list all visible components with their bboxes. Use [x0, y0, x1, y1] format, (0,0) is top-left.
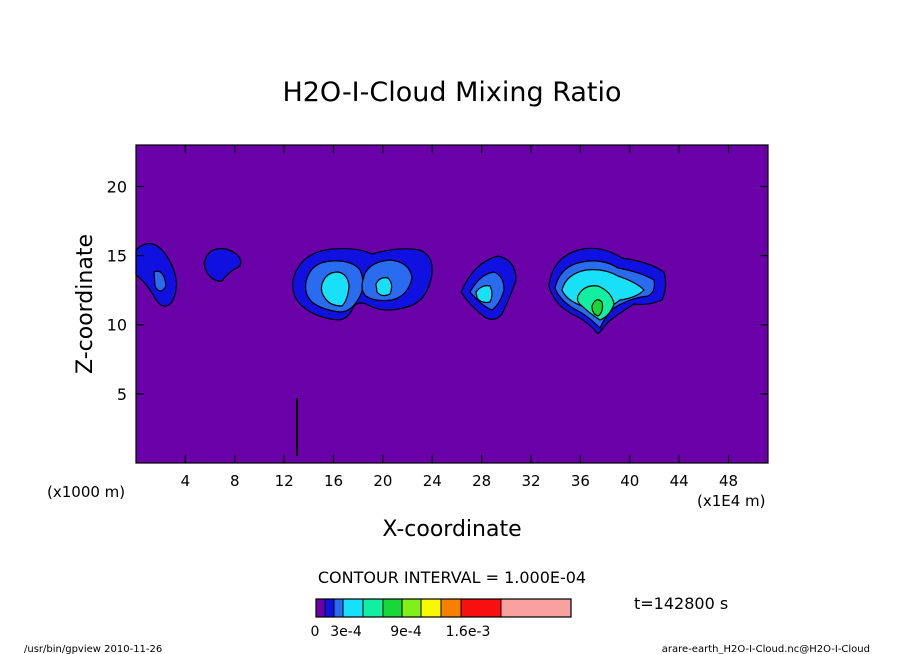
cloud-1 — [135, 242, 178, 307]
x-tick-label-6: 28 — [472, 472, 491, 490]
x-tick-label-3: 16 — [324, 472, 343, 490]
colorbar-labels: 0 3e-4 9e-4 1.6e-3 — [311, 624, 491, 640]
cloud-contours — [135, 242, 667, 456]
x-tick-label-7: 32 — [521, 472, 540, 490]
cloud-3-level-3 — [320, 271, 350, 307]
plot-frame — [135, 144, 769, 464]
colorbar-label-2: 9e-4 — [390, 624, 422, 640]
colorbar-swatch-5 — [382, 598, 403, 618]
x-unit-label: (x1E4 m) — [697, 492, 766, 510]
x-axis-title: X-coordinate — [382, 517, 521, 542]
colorbar-swatch-0 — [315, 598, 326, 618]
colorbar-frame — [315, 598, 572, 618]
colorbar-swatch-4 — [362, 598, 384, 618]
colorbar — [315, 598, 572, 618]
x-tick-label-5: 24 — [423, 472, 442, 490]
y-tick-label-3: 20 — [107, 177, 127, 196]
cloud-2 — [203, 247, 242, 282]
plot-background — [136, 145, 768, 463]
x-tick-label-11: 48 — [719, 472, 738, 490]
y-tick-label-2: 15 — [107, 247, 127, 266]
x-axis-ticks: 4 8 12 16 20 24 28 32 36 40 44 48 — [181, 145, 738, 490]
y-tick-label-0: 5 — [117, 385, 127, 404]
cloud-5 — [460, 255, 517, 320]
colorbar-label-3: 1.6e-3 — [446, 624, 491, 640]
colorbar-swatch-10 — [500, 598, 572, 618]
time-label: t=142800 s — [634, 594, 728, 613]
footer-left: /usr/bin/gpview 2010-11-26 — [24, 644, 162, 654]
x-tick-label-10: 44 — [670, 472, 689, 490]
x-tick-label-8: 36 — [571, 472, 590, 490]
colorbar-label-1: 3e-4 — [330, 624, 362, 640]
x-tick-label-4: 20 — [373, 472, 392, 490]
cloud-5-level-3 — [475, 285, 493, 304]
colorbar-swatch-3 — [342, 598, 364, 618]
y-axis-ticks: 5 10 15 20 — [107, 177, 768, 404]
cloud-1-level-2 — [153, 270, 167, 292]
footer-right: arare-earth_H2O-I-Cloud.nc@H2O-I-Cloud — [662, 644, 870, 654]
colorbar-swatch-1 — [324, 598, 335, 618]
colorbar-swatch-9 — [460, 598, 502, 618]
cloud-3 — [292, 247, 433, 321]
cloud-2-level-1 — [203, 247, 242, 282]
colorbar-label-0: 0 — [311, 624, 320, 640]
y-unit-label: (x1000 m) — [47, 483, 125, 501]
cloud-6-level-5 — [591, 299, 604, 317]
y-tick-label-1: 10 — [107, 316, 127, 335]
y-axis-title: Z-coordinate — [73, 234, 98, 374]
colorbar-swatch-2 — [333, 598, 344, 618]
colorbar-swatch-7 — [420, 598, 442, 618]
x-tick-label-1: 8 — [230, 472, 240, 490]
x-tick-label-0: 4 — [181, 472, 191, 490]
colorbar-swatch-6 — [401, 598, 422, 618]
cloud-6 — [548, 247, 667, 335]
contour-interval: CONTOUR INTERVAL = 1.000E-04 — [318, 568, 586, 587]
cloud-4-level-3 — [375, 277, 393, 297]
x-tick-label-9: 40 — [620, 472, 639, 490]
x-tick-label-2: 12 — [275, 472, 294, 490]
chart-title: H2O-I-Cloud Mixing Ratio — [282, 77, 621, 108]
colorbar-swatch-8 — [440, 598, 462, 618]
